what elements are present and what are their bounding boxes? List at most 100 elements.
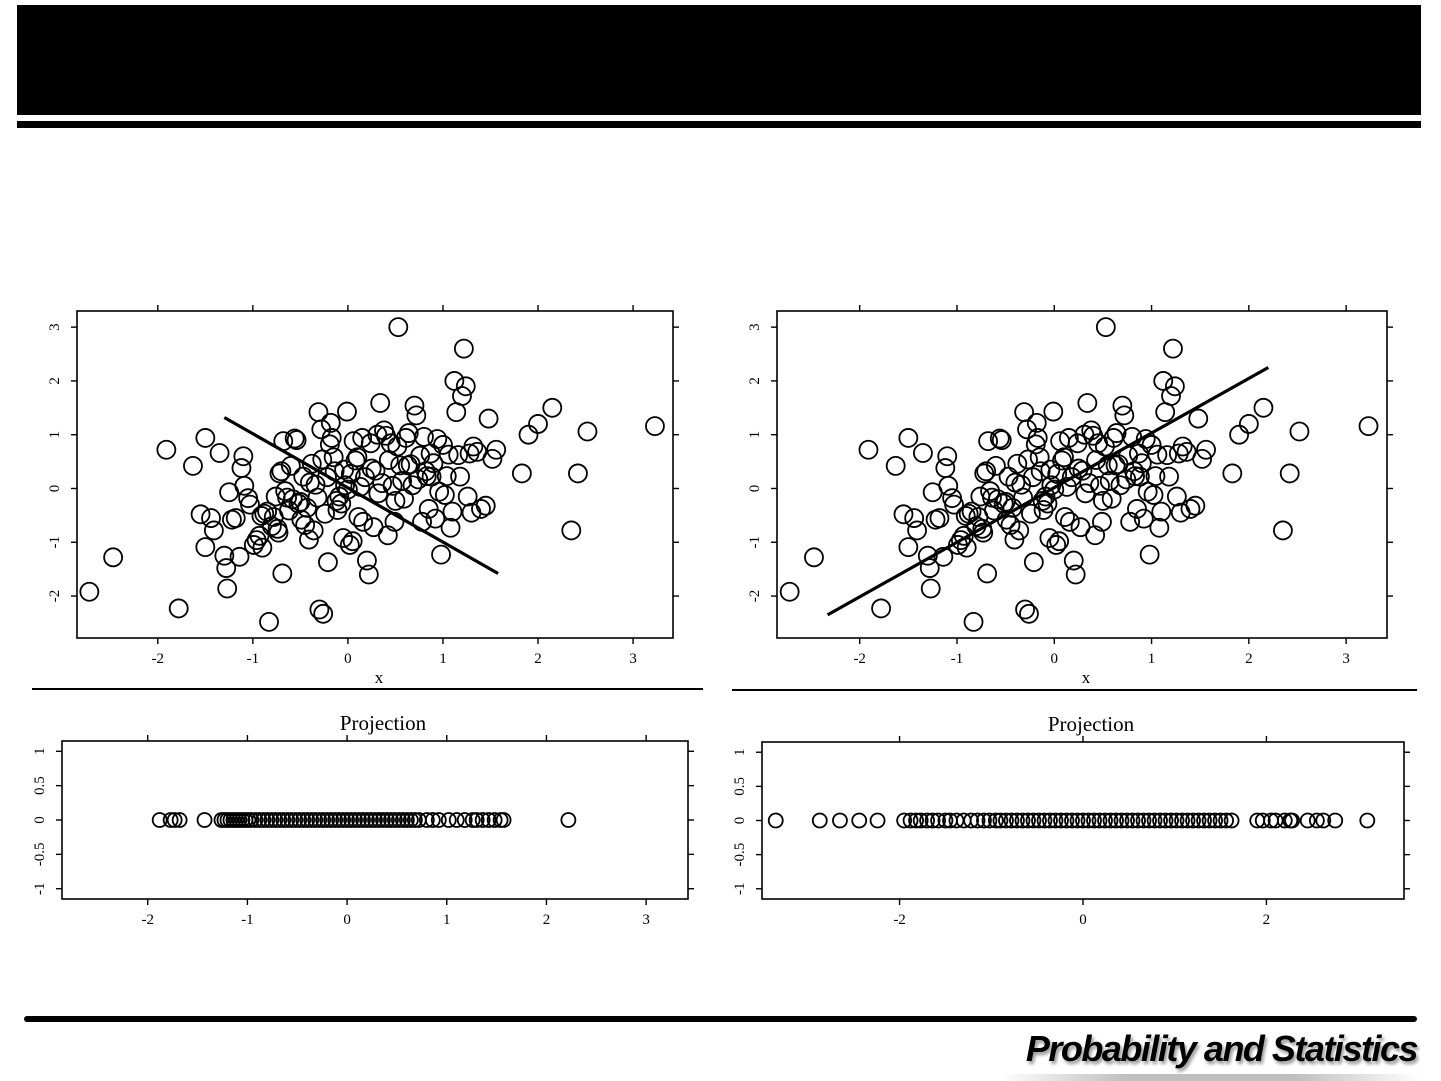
data-point [365,460,386,481]
data-point [482,449,503,469]
projection-point [311,812,328,828]
y-tick-label: 2 [47,377,63,385]
projection-point [912,812,929,829]
data-point [1145,466,1166,487]
projection-point [1315,812,1332,829]
projection-point [303,812,320,828]
data-point [1009,520,1030,541]
data-point [904,508,925,528]
data-point [1141,435,1162,455]
data-point [568,463,588,484]
projection-point [1174,812,1190,829]
data-point [1092,511,1112,532]
projection-point [1036,812,1053,829]
data-point [320,412,341,433]
data-point [286,430,307,450]
projection-point [495,812,512,828]
data-point [1014,402,1035,423]
x-tick-label: -2 [152,651,165,667]
data-point [935,458,956,478]
x-tick-label: 1 [1148,651,1156,667]
projection-point [1135,812,1152,829]
data-point [993,493,1014,514]
data-point [1161,386,1181,406]
data-point [1039,528,1060,548]
x-axis-label: x [375,668,384,687]
data-point [342,531,363,552]
data-point [378,450,399,470]
projection-point [1020,812,1036,829]
data-point [1157,445,1178,466]
projection-point [1119,812,1135,829]
data-point [305,474,326,495]
data-point [291,509,312,530]
data-point [217,578,238,599]
projection-point [267,812,284,828]
projection-point [359,812,375,828]
data-point [1229,424,1250,445]
projection-point [347,812,363,828]
projection-point [963,812,980,829]
projection-point [1218,812,1234,829]
data-point [440,517,461,538]
data-point [1358,416,1379,436]
y-tick-label: -1 [47,536,63,549]
projection-point [1207,812,1223,829]
projection-point [339,812,355,828]
projection-point [287,812,304,828]
projection-point [992,812,1009,829]
plot-frame [776,310,1388,639]
x-tick-label: 0 [344,651,352,667]
projection-point [1276,812,1293,829]
data-point [1029,447,1050,468]
projection-point [969,812,986,829]
projection-point [391,812,407,828]
projection-point [171,812,188,828]
projection-point [902,812,919,829]
projection-point [259,812,276,828]
projection-point [1025,812,1042,829]
data-point [357,550,377,571]
projection-point [1299,812,1316,829]
data-point [1135,429,1156,449]
y-tick-label: -0.5 [732,843,748,867]
data-point [348,507,369,527]
projection-point [1009,812,1025,829]
y-tick-label: -1 [732,883,748,896]
projection-point [1254,812,1271,829]
projection-point [1130,812,1146,829]
data-point [251,506,272,526]
y-tick-label: 1 [32,748,48,756]
projection-point [279,812,296,828]
projection-point [919,812,935,829]
data-point [377,525,398,546]
projection-direction-line [826,366,1270,617]
data-point [338,479,358,500]
projection-point [1108,812,1124,829]
x-tick-label: -1 [951,651,964,667]
data-point [195,428,216,448]
projection-point [307,812,324,828]
data-point [433,435,453,455]
data-point [388,317,409,338]
data-point [303,520,324,541]
data-point [944,494,964,515]
projection-point [924,812,941,829]
projection-point [1168,812,1185,829]
data-point [402,475,423,496]
data-point [269,463,290,484]
projection-point [424,812,441,828]
data-point [956,537,977,558]
y-tick-label: 2 [747,377,763,385]
data-point [1059,511,1080,532]
data-point [309,599,330,620]
plot-frame [761,741,1405,900]
data-point [917,545,938,566]
data-point [1047,464,1068,484]
data-point [252,537,273,558]
projection-point [387,812,403,828]
data-point [920,578,941,599]
projection-point [767,812,784,829]
data-point [577,421,598,442]
data-point [1196,439,1216,460]
